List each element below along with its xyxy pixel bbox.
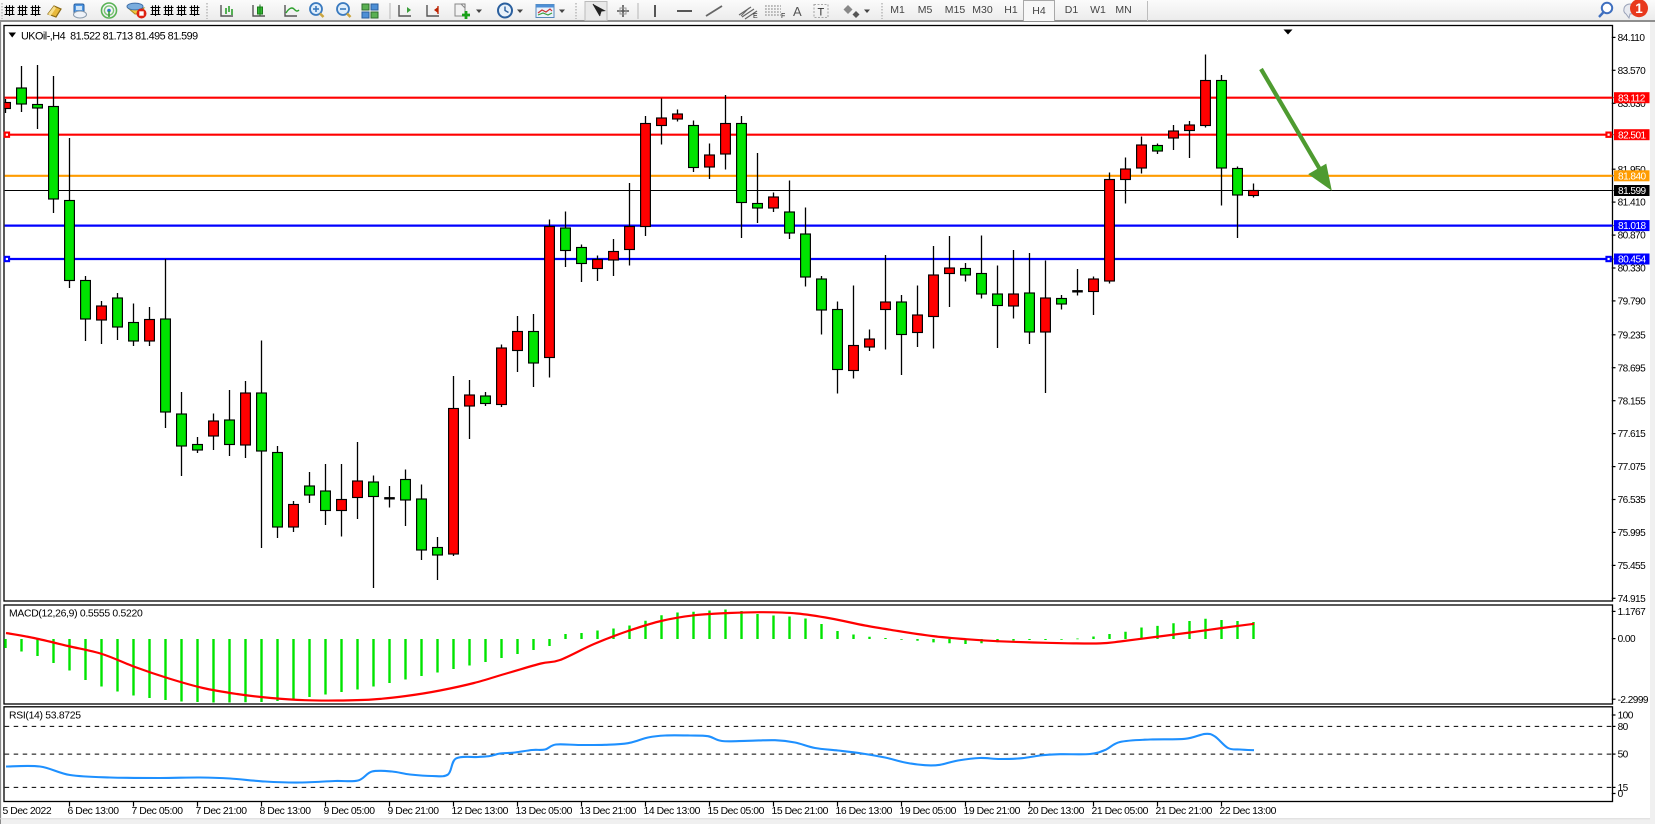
svg-text:13 Dec 21:00: 13 Dec 21:00 xyxy=(580,806,637,817)
svg-text:15: 15 xyxy=(1618,783,1629,794)
svg-text:81.840: 81.840 xyxy=(1618,171,1647,182)
svg-text:16 Dec 13:00: 16 Dec 13:00 xyxy=(836,806,893,817)
svg-text:80.454: 80.454 xyxy=(1618,255,1647,266)
svg-text:21 Dec 05:00: 21 Dec 05:00 xyxy=(1092,806,1149,817)
svg-text:84.110: 84.110 xyxy=(1618,33,1646,44)
svg-text:74.915: 74.915 xyxy=(1618,594,1647,605)
svg-text:82.501: 82.501 xyxy=(1618,130,1647,141)
svg-text:19 Dec 21:00: 19 Dec 21:00 xyxy=(964,806,1021,817)
svg-text:22 Dec 13:00: 22 Dec 13:00 xyxy=(1220,806,1277,817)
svg-text:78.155: 78.155 xyxy=(1618,396,1647,407)
svg-text:RSI(14) 53.8725: RSI(14) 53.8725 xyxy=(9,711,81,722)
svg-text:F: F xyxy=(781,13,785,20)
svg-text:14 Dec 13:00: 14 Dec 13:00 xyxy=(644,806,701,817)
svg-text:E: E xyxy=(753,13,758,20)
svg-text:21 Dec 21:00: 21 Dec 21:00 xyxy=(1156,806,1213,817)
svg-text:50: 50 xyxy=(1618,750,1629,761)
svg-text:6 Dec 13:00: 6 Dec 13:00 xyxy=(68,806,120,817)
svg-text:1: 1 xyxy=(1635,1,1643,16)
svg-text:T: T xyxy=(818,7,825,19)
svg-text:-2.2999: -2.2999 xyxy=(1618,695,1649,706)
svg-text:80.870: 80.870 xyxy=(1618,231,1647,242)
svg-text:76.535: 76.535 xyxy=(1618,495,1647,506)
svg-text:0: 0 xyxy=(1618,789,1624,800)
svg-text:75.995: 75.995 xyxy=(1618,528,1647,539)
svg-text:1.1767: 1.1767 xyxy=(1618,607,1647,618)
svg-text:0.00: 0.00 xyxy=(1618,634,1636,645)
svg-text:20 Dec 13:00: 20 Dec 13:00 xyxy=(1028,806,1085,817)
svg-text:15 Dec 21:00: 15 Dec 21:00 xyxy=(772,806,829,817)
svg-text:80: 80 xyxy=(1618,722,1629,733)
svg-text:81.018: 81.018 xyxy=(1618,221,1647,232)
svg-text:83.112: 83.112 xyxy=(1618,93,1646,104)
svg-text:75.455: 75.455 xyxy=(1618,561,1647,572)
svg-text:19 Dec 05:00: 19 Dec 05:00 xyxy=(900,806,957,817)
svg-text:9 Dec 21:00: 9 Dec 21:00 xyxy=(388,806,440,817)
svg-text:100: 100 xyxy=(1618,711,1634,722)
svg-text:9 Dec 05:00: 9 Dec 05:00 xyxy=(324,806,376,817)
svg-text:77.075: 77.075 xyxy=(1618,462,1647,473)
svg-text:A: A xyxy=(793,4,802,19)
svg-text:15 Dec 05:00: 15 Dec 05:00 xyxy=(708,806,765,817)
svg-text:7 Dec 21:00: 7 Dec 21:00 xyxy=(196,806,248,817)
svg-text:83.570: 83.570 xyxy=(1618,66,1647,77)
svg-text:81.599: 81.599 xyxy=(1618,186,1647,197)
svg-text:UKOil-,H4 81.522 81.713 81.49: UKOil-,H4 81.522 81.713 81.495 81.599 xyxy=(21,31,198,43)
svg-text:83.030: 83.030 xyxy=(1618,99,1647,110)
svg-text:12 Dec 13:00: 12 Dec 13:00 xyxy=(452,806,509,817)
svg-text:81.410: 81.410 xyxy=(1618,198,1647,209)
svg-text:7 Dec 05:00: 7 Dec 05:00 xyxy=(132,806,184,817)
svg-text:79.790: 79.790 xyxy=(1618,297,1647,308)
svg-text:8 Dec 13:00: 8 Dec 13:00 xyxy=(260,806,312,817)
svg-text:79.235: 79.235 xyxy=(1618,330,1647,341)
svg-text:80.330: 80.330 xyxy=(1618,264,1647,275)
svg-text:78.695: 78.695 xyxy=(1618,363,1647,374)
svg-text:13 Dec 05:00: 13 Dec 05:00 xyxy=(516,806,573,817)
svg-text:77.615: 77.615 xyxy=(1618,429,1647,440)
svg-text:5 Dec 2022: 5 Dec 2022 xyxy=(3,806,52,817)
svg-text:MACD(12,26,9) 0.5555 0.5220: MACD(12,26,9) 0.5555 0.5220 xyxy=(9,609,143,620)
